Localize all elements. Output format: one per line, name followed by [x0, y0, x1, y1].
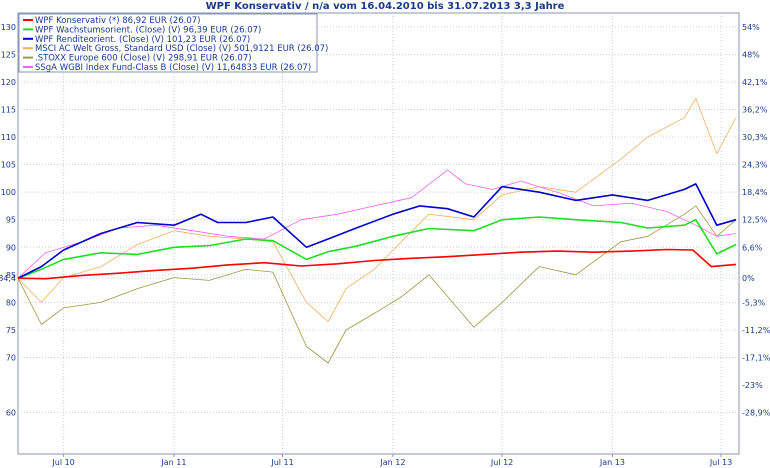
chart-title: WPF Konservativ / n/a vom 16.04.2010 bis… — [206, 1, 565, 12]
y-tick-label-left: 75 — [6, 326, 16, 335]
legend-entry: WPF Renditeorient. (Close) (V) 101,23 EU… — [35, 35, 250, 45]
y-tick-label-right: 6,6% — [742, 243, 763, 252]
legend-entry: MSCI AC Welt Gross, Standard USD (Close)… — [35, 44, 328, 54]
y-tick-label-right: 36,2% — [742, 105, 768, 114]
y-tick-label-left: 84,4 — [0, 274, 16, 283]
y-tick-label-right: -17,1% — [742, 354, 770, 363]
right-axis: -28,9% -23% -17,1% -11,2% -5,3% 0% 6,6% 12,5% 18… — [742, 23, 770, 418]
y-tick-label-right: 54% — [742, 23, 760, 32]
y-tick-label-left: 100 — [1, 188, 16, 197]
y-tick-label-right: 18,4% — [742, 188, 768, 197]
series-line-1 — [17, 248, 737, 280]
series-line-3 — [17, 183, 737, 279]
y-tick-label-right: -5,3% — [742, 298, 766, 307]
x-tick-label: Jul 13 — [709, 458, 732, 467]
x-axis: Jul 10 Jan 11 Jul 11 Jan 12 Jul 12 Jan 13 Jul … — [51, 454, 732, 467]
x-tick-label: Jan 12 — [379, 458, 405, 467]
y-tick-label-right: 48% — [742, 50, 760, 59]
y-tick-label-left: 85 — [6, 271, 16, 280]
legend-entry: WPF Konservativ (*) 86,92 EUR (26.07) — [35, 16, 200, 26]
y-tick-label-left: 60 — [6, 409, 16, 418]
x-tick-label: Jan 11 — [160, 458, 186, 467]
y-tick-label-left: 115 — [1, 105, 16, 114]
series — [17, 98, 737, 364]
series-line-6 — [17, 169, 737, 279]
y-tick-label-left: 95 — [6, 216, 16, 225]
series-line-2 — [17, 216, 737, 279]
legend: WPF Konservativ (*) 86,92 EUR (26.07)WPF… — [18, 13, 328, 73]
y-tick-label-right: 30,3% — [742, 133, 768, 142]
y-tick-label-left: 80 — [6, 298, 16, 307]
y-tick-label-right: 12,5% — [742, 216, 768, 225]
y-tick-label-right: -23% — [742, 381, 763, 390]
left-axis: 60 70 75 80 84,485 90 95 100 105 110 115 120 125 130 — [0, 23, 16, 418]
plot-frame — [17, 12, 740, 455]
y-tick-label-right: 24,3% — [742, 161, 768, 170]
y-tick-label-left: 130 — [1, 23, 16, 32]
y-tick-label-left: 70 — [6, 354, 16, 363]
x-tick-label: Jul 10 — [51, 458, 74, 467]
y-tick-label-right: 42,1% — [742, 78, 768, 87]
x-tick-label: Jul 11 — [270, 458, 293, 467]
legend-entry: WPF Wachstumsorient. (Close) (V) 96,39 E… — [35, 25, 261, 35]
y-tick-label-right: -11,2% — [742, 326, 770, 335]
legend-box — [18, 13, 318, 73]
x-tick-label: Jan 13 — [599, 458, 625, 467]
series-line-5 — [17, 205, 737, 364]
series-line-4 — [17, 98, 737, 323]
legend-entry: .STOXX Europe 600 (Close) (V) 298,91 EUR… — [35, 54, 252, 64]
y-tick-label-left: 125 — [1, 50, 16, 59]
y-tick-label-right: 0% — [742, 274, 755, 283]
y-tick-label-left: 110 — [1, 133, 16, 142]
legend-entry: SSgA WGBI Index Fund-Class B (Close) (V)… — [35, 63, 311, 73]
y-tick-label-left: 120 — [1, 78, 16, 87]
y-tick-label-left: 105 — [1, 161, 16, 170]
grid — [18, 13, 739, 454]
y-tick-label-left: 90 — [6, 243, 16, 252]
x-tick-label: Jul 12 — [490, 458, 513, 467]
y-tick-label-right: -28,9% — [742, 409, 770, 418]
